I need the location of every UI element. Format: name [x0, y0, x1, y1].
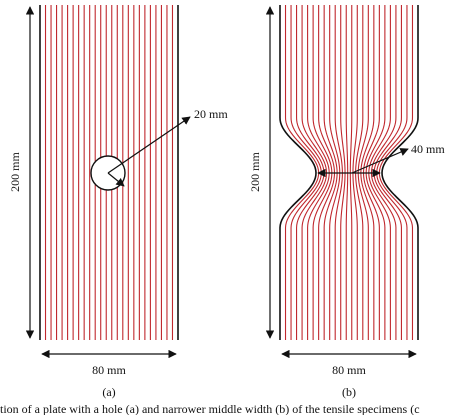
width-label: 80 mm [332, 363, 366, 377]
panel-label: (a) [102, 385, 115, 399]
edge [381, 5, 419, 340]
feature-label: 20 mm [194, 107, 228, 121]
height-label: 200 mm [8, 152, 22, 192]
radius-arrow [107, 172, 125, 187]
width-label: 80 mm [92, 363, 126, 377]
leader-arrow [107, 116, 191, 174]
caption: tion of a plate with a hole (a) and narr… [0, 402, 420, 415]
leader-arrow [351, 148, 409, 174]
edge [279, 5, 317, 340]
height-label: 200 mm [248, 152, 262, 192]
panel-label: (b) [342, 385, 356, 399]
feature-label: 40 mm [411, 142, 445, 156]
